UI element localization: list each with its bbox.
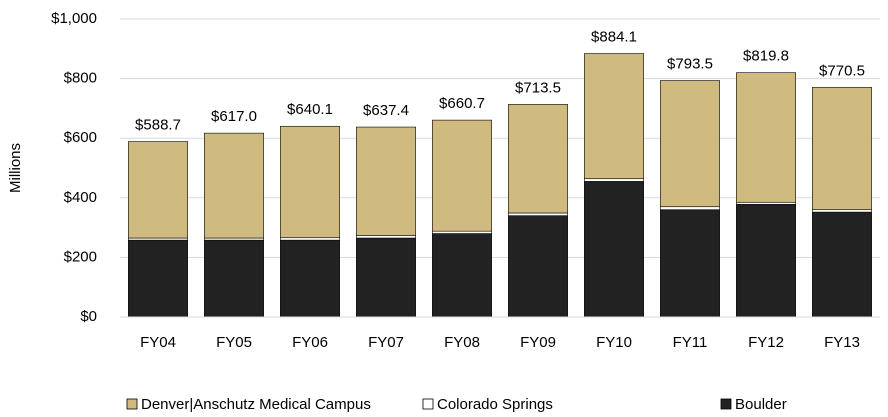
legend-label: Boulder [735,396,787,413]
bar-segment [356,237,416,318]
bar-segment [508,212,568,216]
bar-segment [128,141,188,239]
total-label: $819.8 [743,48,789,65]
bar-segment [204,239,264,318]
bar-segment [812,209,872,213]
x-tick-label: FY10 [596,334,632,351]
x-tick-label: FY12 [748,334,784,351]
bar-segment [812,87,872,211]
y-tick-label: $800 [64,70,97,87]
y-axis-label: Millions [7,143,24,193]
bar-segment [736,204,796,318]
bar-segment [280,237,340,241]
bar-segment [660,206,720,211]
legend-label: Denver|Anschutz Medical Campus [141,396,371,413]
total-label: $713.5 [515,79,561,96]
bar-segment [584,181,644,318]
bar-segment [736,201,796,205]
legend-swatch [720,398,732,410]
total-label: $770.5 [819,62,865,79]
bar-segment [508,104,568,214]
y-tick-label: $0 [80,308,97,325]
bar-segment [584,53,644,180]
legend-swatch [422,398,434,410]
bar-segment [660,80,720,208]
x-tick-label: FY05 [216,334,252,351]
bar-segment [432,119,492,232]
total-label: $617.0 [211,108,257,125]
y-tick-label: $200 [64,248,97,265]
bar-segment [584,178,644,182]
total-label: $793.5 [667,56,713,73]
x-tick-label: FY09 [520,334,556,351]
bar-segment [356,126,416,236]
bar-segment [660,209,720,318]
bar-segment [432,233,492,318]
y-tick-label: $1,000 [51,10,97,27]
total-label: $637.4 [363,102,409,119]
bar-segment [280,239,340,318]
bar-segment [128,239,188,318]
bar-segment [204,132,264,239]
x-tick-label: FY08 [444,334,480,351]
y-tick-label: $400 [64,189,97,206]
total-label: $640.1 [287,101,333,118]
y-tick-label: $600 [64,129,97,146]
bar-segment [128,237,188,241]
bar-segment [356,235,416,239]
x-tick-label: FY04 [140,334,176,351]
total-label: $660.7 [439,95,485,112]
bar-segment [508,215,568,318]
bar-segment [812,211,872,318]
legend-label: Colorado Springs [437,396,553,413]
bar-segment [204,237,264,241]
bar-segment [736,72,796,203]
x-tick-label: FY13 [824,334,860,351]
x-tick-label: FY06 [292,334,328,351]
total-label: $884.1 [591,29,637,46]
total-label: $588.7 [135,117,181,134]
x-tick-label: FY07 [368,334,404,351]
bar-segment [432,230,492,234]
x-tick-label: FY11 [673,334,708,351]
legend-swatch [126,398,138,410]
bar-segment [280,125,340,239]
